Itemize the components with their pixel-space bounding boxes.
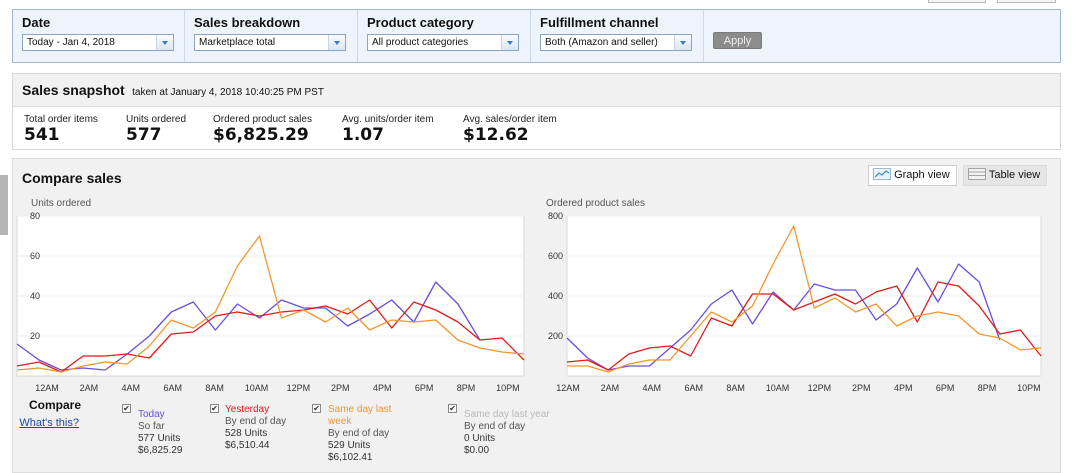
legend-last-week-sales: $6,102.41 <box>328 452 373 463</box>
table-view-button[interactable]: Table view <box>963 165 1048 186</box>
category-select[interactable]: All product categories <box>367 34 519 51</box>
line-chart-icon <box>873 168 891 180</box>
chevron-down-icon <box>501 35 518 50</box>
chevron-down-icon <box>674 35 691 50</box>
legend-last-week-name: Same day last week <box>328 404 392 427</box>
units-chart-title: Units ordered <box>31 198 92 209</box>
legend-yesterday-line1: By end of day <box>225 416 287 427</box>
legend-yesterday-sales: $6,510.44 <box>225 440 270 451</box>
metric-value: 541 <box>24 125 60 145</box>
legend-last-week-units: 529 Units <box>328 440 371 451</box>
legend-last-year-units: 0 Units <box>464 433 496 444</box>
legend-today-name: Today <box>138 409 165 420</box>
date-select-value: Today - Jan 4, 2018 <box>27 37 115 48</box>
top-tab-left <box>928 0 986 3</box>
whats-this-link[interactable]: What's this? <box>19 417 79 429</box>
legend-today-units: 577 Units <box>138 433 181 444</box>
channel-label: Fulfillment channel <box>540 15 659 30</box>
snapshot-timestamp: taken at January 4, 2018 10:40:25 PM PST <box>132 87 324 98</box>
chevron-down-icon <box>156 35 173 50</box>
category-select-value: All product categories <box>372 37 469 48</box>
legend-yesterday-name: Yesterday <box>225 404 270 415</box>
breakdown-select-value: Marketplace total <box>199 37 276 48</box>
sales-chart-title: Ordered product sales <box>546 198 645 209</box>
metric-ordered-product-sales: Ordered product sales $6,825.29 <box>213 114 312 145</box>
date-filter: Date Today - Jan 4, 2018 <box>13 10 185 62</box>
metric-value: $6,825.29 <box>213 125 309 145</box>
filter-bar: Date Today - Jan 4, 2018 Sales breakdown… <box>12 9 1061 63</box>
breakdown-filter: Sales breakdown Marketplace total <box>185 10 358 62</box>
compare-sales-title: Compare sales <box>22 170 122 186</box>
chevron-down-icon <box>328 35 345 50</box>
graph-view-label: Graph view <box>894 169 950 181</box>
channel-filter: Fulfillment channel Both (Amazon and sel… <box>531 10 704 62</box>
metric-value: $12.62 <box>463 125 529 145</box>
yesterday-checkbox[interactable]: ✔ <box>210 404 219 413</box>
legend-today-line1: So far <box>138 421 165 432</box>
sales-snapshot-panel: Sales snapshot taken at January 4, 2018 … <box>12 73 1061 150</box>
legend-last-week: Same day last week By end of day 529 Uni… <box>328 404 408 464</box>
legend-last-year-name: Same day last year <box>464 409 550 420</box>
top-tab-right <box>997 0 1056 3</box>
side-feedback-tab[interactable] <box>0 175 8 235</box>
today-checkbox[interactable]: ✔ <box>122 404 131 413</box>
metric-label: Total order items <box>24 114 98 125</box>
channel-select[interactable]: Both (Amazon and seller) <box>540 34 692 51</box>
metric-label: Avg. units/order item <box>342 114 434 125</box>
legend-yesterday: Yesterday By end of day 528 Units $6,510… <box>225 404 290 452</box>
apply-button[interactable]: Apply <box>713 32 762 49</box>
channel-select-value: Both (Amazon and seller) <box>545 37 658 48</box>
legend-last-week-line1: By end of day <box>328 428 390 439</box>
metric-label: Avg. sales/order item <box>463 114 557 125</box>
metric-avg-units-per-order-item: Avg. units/order item 1.07 <box>342 114 434 145</box>
metric-total-order-items: Total order items 541 <box>24 114 98 145</box>
legend-today: Today So far 577 Units $6,825.29 <box>138 409 183 457</box>
graph-view-button[interactable]: Graph view <box>868 165 957 186</box>
table-view-label: Table view <box>988 169 1041 181</box>
compare-label: Compare <box>29 398 82 412</box>
metric-avg-sales-per-order-item: Avg. sales/order item $12.62 <box>463 114 557 145</box>
last-week-checkbox[interactable]: ✔ <box>312 404 321 413</box>
metric-units-ordered: Units ordered 577 <box>126 114 186 145</box>
legend-today-sales: $6,825.29 <box>138 445 183 456</box>
breakdown-label: Sales breakdown <box>194 15 301 30</box>
legend-last-year: Same day last year By end of day 0 Units… <box>464 409 564 457</box>
metric-label: Units ordered <box>126 114 187 125</box>
snapshot-header: Sales snapshot taken at January 4, 2018 … <box>13 74 1060 107</box>
legend-last-year-sales: $0.00 <box>464 445 490 456</box>
category-filter: Product category All product categories <box>358 10 531 62</box>
legend-last-year-line1: By end of day <box>464 421 526 432</box>
breakdown-select[interactable]: Marketplace total <box>194 34 346 51</box>
metric-value: 1.07 <box>342 125 384 145</box>
date-select[interactable]: Today - Jan 4, 2018 <box>22 34 174 51</box>
metric-value: 577 <box>126 125 162 145</box>
last-year-checkbox[interactable]: ✔ <box>448 404 457 413</box>
category-label: Product category <box>367 15 474 30</box>
snapshot-title: Sales snapshot <box>22 82 125 98</box>
legend-yesterday-units: 528 Units <box>225 428 268 439</box>
table-icon <box>968 168 986 180</box>
metric-label: Ordered product sales <box>213 114 312 125</box>
date-label: Date <box>22 15 51 30</box>
